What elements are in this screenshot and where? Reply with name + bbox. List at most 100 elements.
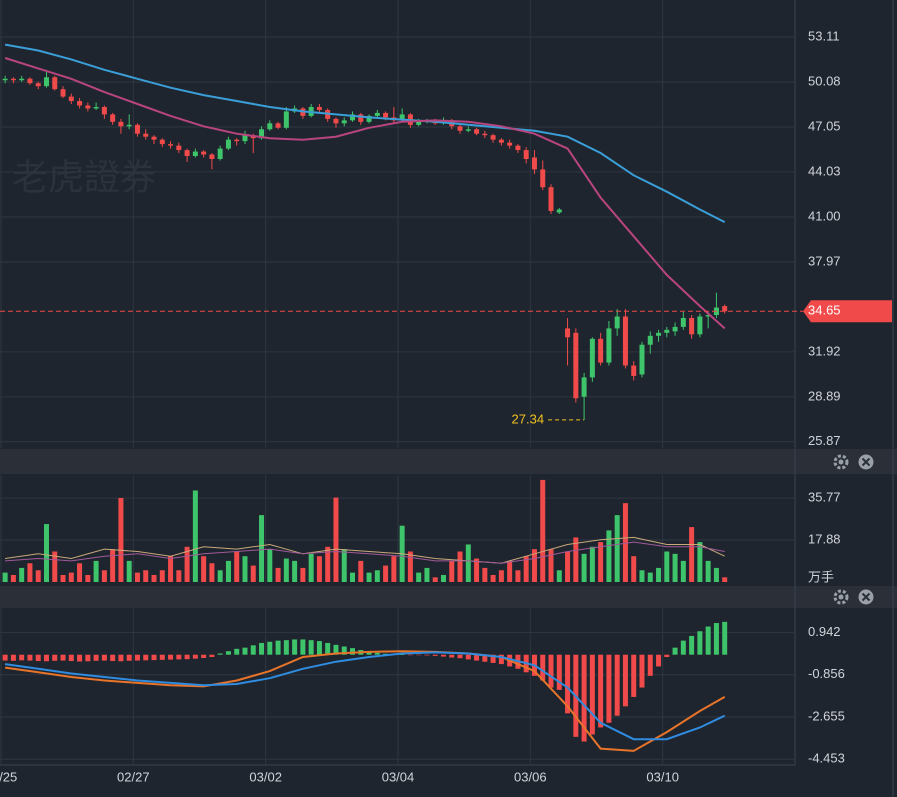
volume-bar [374,570,380,582]
macd-bar [350,648,356,655]
gear[interactable] [833,454,849,470]
macd-bar [656,654,662,667]
candle-body [457,126,463,131]
volume-bar [77,563,83,582]
candle-body [680,317,686,327]
volume-bar [2,572,8,582]
volume-bar [316,556,322,582]
watermark: 老虎證券 [12,157,156,198]
y-tick-label: -4.453 [808,751,845,766]
close-icon[interactable] [858,589,874,605]
candle-body [225,139,231,149]
volume-bar [622,503,628,582]
candle-body [43,77,49,87]
volume-bar [350,572,356,582]
macd-bar [383,653,389,655]
macd-bar [722,621,728,655]
macd-bar [457,654,463,659]
macd-bar [201,654,207,658]
volume-bar [242,556,248,582]
macd-bar [548,654,554,688]
macd-bar [68,654,74,662]
macd-bar [465,654,471,660]
candle-body [341,120,347,124]
volume-bar [515,570,521,582]
volume-bar [225,560,231,582]
y-tick-label: 50.08 [808,73,841,88]
candle-body [531,157,537,170]
volume-unit: 万手 [808,569,834,584]
candle-body [126,124,132,127]
volume-bar [52,551,58,582]
volume-bar [705,560,711,582]
candle-body [242,135,248,142]
candle-body [201,151,207,155]
macd-bar [399,654,405,655]
volume-bar [383,565,389,582]
line-series [5,536,725,564]
macd-bar [143,654,149,661]
y-tick-label: 35.77 [808,490,841,505]
volume-bar [250,565,256,582]
candle-body [647,335,653,345]
gear[interactable] [833,589,849,605]
macd-bar [93,654,99,661]
volume-bar [126,560,132,582]
volume-bar [639,570,645,582]
settings-icon[interactable] [833,454,849,470]
candle-body [68,96,74,102]
volume-bar [43,524,49,582]
macd-bar [341,646,347,655]
gear-center[interactable] [838,594,844,600]
candle-body [507,142,513,146]
candle-body [118,121,124,127]
macd-bar [333,644,339,655]
volume-bar [598,542,604,582]
volume-bar [184,546,190,582]
volume-bar [589,546,595,582]
volume-bar [647,572,653,582]
candle-body [151,136,157,140]
macd-bar [118,654,124,662]
volume-bar [507,560,513,582]
volume-bar [275,567,281,582]
volume-bar [631,556,637,582]
volume-bar [391,556,397,582]
candle-body [267,123,273,130]
volume-bar [325,546,331,582]
candle-body [217,148,223,159]
volume-bar [234,551,240,582]
candle-body [515,145,521,151]
y-tick-label: 17.88 [808,531,841,546]
macd-bar [209,654,215,658]
volume-bar [457,551,463,582]
volume-bar [267,549,273,582]
volume-bar [407,551,413,582]
macd-bar [2,654,8,661]
macd-bar [27,654,33,661]
volume-bar [341,549,347,582]
volume-bar [656,567,662,582]
macd-bar [374,652,380,655]
panel-separator [0,449,897,474]
volume-bar [85,574,91,582]
candle-body [565,328,571,338]
gear-center[interactable] [838,459,844,465]
y-tick-label: 44.03 [808,163,841,178]
close-x[interactable] [861,457,871,467]
macd-bar [184,654,190,660]
close-x[interactable] [861,592,871,602]
macd-bar [598,654,604,728]
macd-bar [680,640,686,655]
candle-body [614,316,620,329]
macd-bar [308,640,314,655]
close-icon[interactable] [858,454,874,470]
settings-icon[interactable] [833,589,849,605]
volume-bar [689,527,695,582]
macd-bar [565,654,571,714]
volume-bar [118,497,124,582]
volume-bar [192,490,198,582]
candle-body [27,78,33,84]
